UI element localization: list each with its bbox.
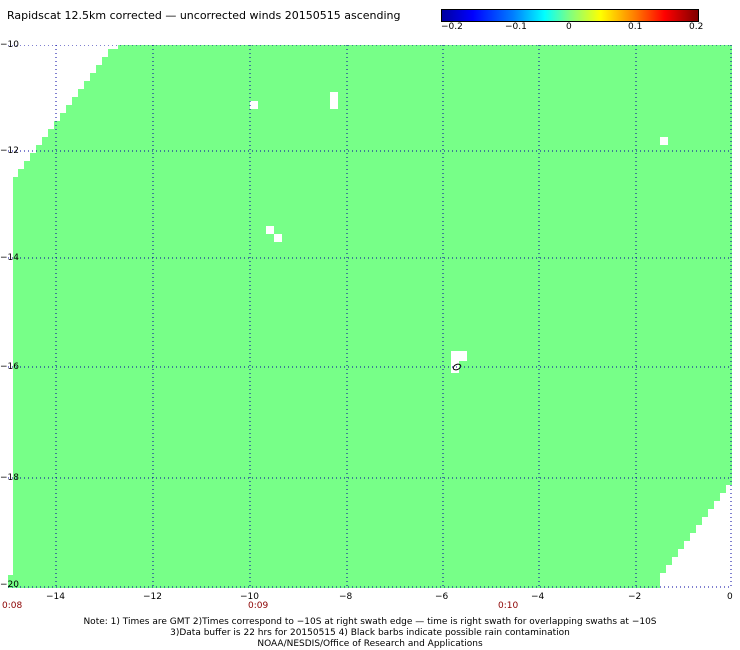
lat-label: −16 bbox=[0, 362, 19, 372]
colorbar-tick: 0 bbox=[566, 22, 572, 32]
swath-time-label: 0:08 bbox=[2, 601, 23, 611]
swath-field bbox=[8, 45, 732, 588]
data-gap bbox=[451, 351, 467, 361]
data-gap bbox=[660, 137, 668, 145]
data-gap bbox=[451, 361, 459, 373]
data-gap bbox=[250, 101, 258, 109]
note-line-2: 3)Data buffer is 22 hrs for 20150515 4) … bbox=[170, 628, 570, 638]
lon-label: −2 bbox=[628, 592, 642, 602]
lon-label: −8 bbox=[339, 592, 353, 602]
footnotes: Note: 1) Times are GMT 2)Times correspon… bbox=[0, 617, 740, 650]
lon-label: −6 bbox=[435, 592, 449, 602]
lat-label: −10 bbox=[0, 40, 19, 50]
colorbar-tick: 0.1 bbox=[628, 22, 643, 32]
swath-time-label: 0:10 bbox=[498, 601, 519, 611]
colorbar-tick: 0.2 bbox=[689, 22, 704, 32]
lat-label: −12 bbox=[0, 146, 19, 156]
colorbar bbox=[441, 9, 699, 22]
colorbar-gradient bbox=[442, 10, 698, 21]
lat-label: −18 bbox=[0, 473, 19, 483]
wind-difference-map bbox=[8, 45, 732, 588]
lon-label: 0 bbox=[727, 592, 733, 602]
data-gap bbox=[330, 92, 338, 109]
data-gap bbox=[266, 226, 274, 234]
swath-polygon bbox=[8, 45, 732, 588]
map-title: Rapidscat 12.5km corrected — uncorrected… bbox=[7, 9, 401, 22]
lon-label: −10 bbox=[240, 592, 259, 602]
swath-time-label: 0:09 bbox=[248, 601, 269, 611]
lon-label: −4 bbox=[531, 592, 545, 602]
note-line-1: Note: 1) Times are GMT 2)Times correspon… bbox=[83, 617, 657, 627]
lon-label: −12 bbox=[143, 592, 162, 602]
lon-label: −14 bbox=[46, 592, 65, 602]
lat-label: −14 bbox=[0, 253, 19, 263]
colorbar-tick: −0.1 bbox=[505, 22, 527, 32]
note-line-3: NOAA/NESDIS/Office of Research and Appli… bbox=[257, 639, 483, 649]
lat-label: −20 bbox=[0, 580, 19, 590]
graticule bbox=[8, 45, 732, 588]
colorbar-tick: −0.2 bbox=[441, 22, 463, 32]
rain-barb bbox=[452, 363, 462, 371]
data-gap bbox=[274, 234, 282, 242]
